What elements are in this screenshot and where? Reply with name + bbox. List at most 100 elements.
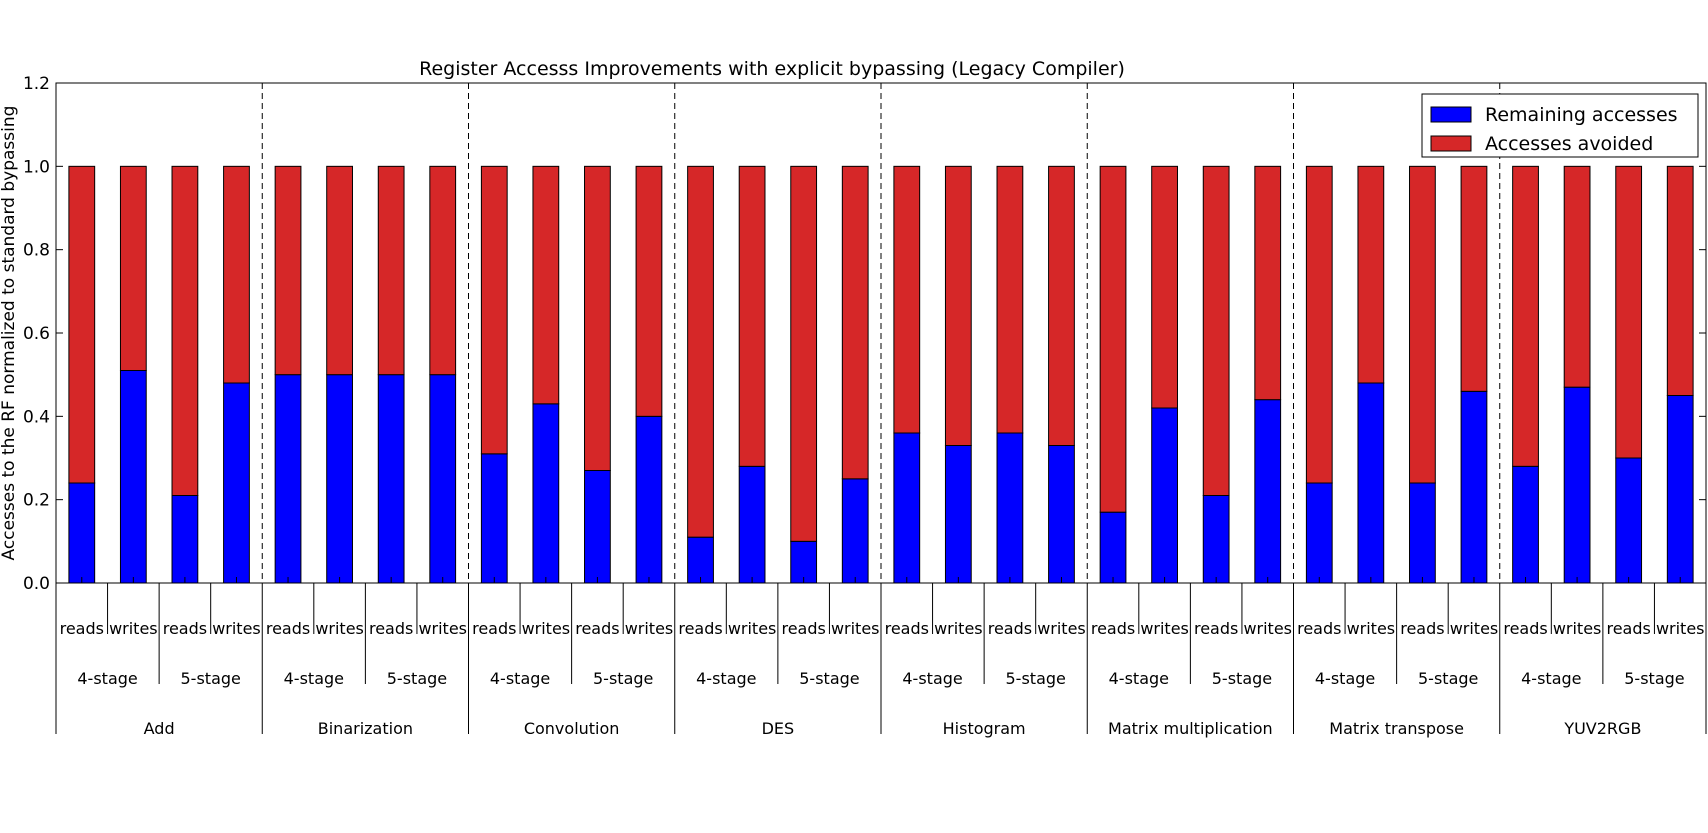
x-label-access-type: reads xyxy=(988,619,1032,638)
x-label-access-type: writes xyxy=(1656,619,1705,638)
bar-accesses-avoided xyxy=(841,165,869,480)
x-label-group: Binarization xyxy=(318,719,413,738)
bar-remaining-accesses xyxy=(326,374,353,584)
x-label-access-type: writes xyxy=(1347,619,1396,638)
x-label-group: Histogram xyxy=(943,719,1026,738)
x-label-group: DES xyxy=(762,719,795,738)
x-label-group: YUV2RGB xyxy=(1563,719,1641,738)
y-tick-label: 0.2 xyxy=(23,491,50,511)
x-label-access-type: writes xyxy=(1037,619,1086,638)
y-axis-label: Accesses to the RF normalized to standar… xyxy=(0,106,19,561)
legend: Remaining accesses Accesses avoided xyxy=(1421,93,1699,158)
bar-remaining-accesses xyxy=(1305,482,1333,584)
chart-title: Register Accesss Improvements with expli… xyxy=(419,58,1125,80)
x-label-stage: 4-stage xyxy=(1521,669,1581,688)
x-label-access-type: reads xyxy=(1400,619,1444,638)
y-tick-label: 0.8 xyxy=(23,241,50,261)
legend-label: Remaining accesses xyxy=(1485,104,1678,126)
bar-accesses-avoided xyxy=(1254,165,1282,401)
legend-swatch xyxy=(1430,106,1472,123)
x-label-access-type: writes xyxy=(109,619,158,638)
bar-remaining-accesses xyxy=(790,540,818,584)
x-label-access-type: reads xyxy=(1091,619,1135,638)
x-label-access-type: reads xyxy=(266,619,310,638)
x-label-stage: 5-stage xyxy=(1418,669,1478,688)
x-label-stage: 5-stage xyxy=(181,669,241,688)
bar-remaining-accesses xyxy=(1563,386,1591,584)
x-label-stage: 4-stage xyxy=(284,669,344,688)
y-tick-label: 0.4 xyxy=(23,407,50,427)
x-label-access-type: reads xyxy=(1297,619,1341,638)
bar-accesses-avoided xyxy=(532,165,560,405)
bar-accesses-avoided xyxy=(944,165,972,446)
x-label-access-type: writes xyxy=(1553,619,1602,638)
x-label-access-type: writes xyxy=(831,619,880,638)
bar-remaining-accesses xyxy=(1409,482,1436,584)
bar-remaining-accesses xyxy=(1099,511,1127,584)
x-label-group: Convolution xyxy=(524,719,620,738)
y-tick-label: 1.2 xyxy=(23,74,50,94)
bar-accesses-avoided xyxy=(326,165,353,376)
legend-swatch xyxy=(1430,135,1472,152)
x-label-access-type: reads xyxy=(781,619,825,638)
bar-accesses-avoided xyxy=(1305,165,1333,484)
x-label-stage: 5-stage xyxy=(1624,669,1684,688)
bar-accesses-avoided xyxy=(1512,165,1539,467)
x-label-stage: 5-stage xyxy=(1212,669,1272,688)
bar-accesses-avoided xyxy=(429,165,457,376)
bar-remaining-accesses xyxy=(1666,395,1694,584)
bar-remaining-accesses xyxy=(68,482,96,584)
x-label-group: Matrix transpose xyxy=(1329,719,1464,738)
bar-accesses-avoided xyxy=(687,165,714,538)
bar-remaining-accesses xyxy=(893,432,921,584)
x-label-stage: 4-stage xyxy=(490,669,550,688)
x-label-access-type: reads xyxy=(369,619,413,638)
x-label-access-type: writes xyxy=(1243,619,1292,638)
bar-accesses-avoided xyxy=(1666,165,1694,396)
bar-accesses-avoided xyxy=(893,165,921,434)
bar-accesses-avoided xyxy=(274,165,302,376)
bar-remaining-accesses xyxy=(996,432,1024,584)
bar-accesses-avoided xyxy=(790,165,818,542)
bar-accesses-avoided xyxy=(1357,165,1385,384)
x-label-stage: 4-stage xyxy=(1315,669,1375,688)
x-label-access-type: writes xyxy=(418,619,467,638)
x-label-stage: 4-stage xyxy=(77,669,137,688)
bar-remaining-accesses xyxy=(1254,399,1282,584)
x-label-access-type: writes xyxy=(1140,619,1189,638)
bar-remaining-accesses xyxy=(171,495,199,584)
bar-accesses-avoided xyxy=(377,165,405,376)
legend-label: Accesses avoided xyxy=(1485,133,1653,155)
bar-remaining-accesses xyxy=(584,470,611,584)
bar-accesses-avoided xyxy=(119,165,147,371)
bar-remaining-accesses xyxy=(944,445,972,584)
bar-accesses-avoided xyxy=(480,165,508,455)
bar-accesses-avoided xyxy=(171,165,199,496)
x-label-stage: 5-stage xyxy=(799,669,859,688)
bar-accesses-avoided xyxy=(738,165,766,467)
bar-remaining-accesses xyxy=(1048,445,1075,584)
bar-accesses-avoided xyxy=(68,165,96,484)
bar-remaining-accesses xyxy=(119,370,147,584)
bar-accesses-avoided xyxy=(996,165,1024,434)
bar-accesses-avoided xyxy=(1460,165,1488,392)
x-label-access-type: reads xyxy=(60,619,104,638)
bar-remaining-accesses xyxy=(1460,390,1488,584)
x-label-access-type: reads xyxy=(472,619,516,638)
x-label-access-type: reads xyxy=(885,619,929,638)
bar-remaining-accesses xyxy=(1512,465,1539,584)
x-label-stage: 5-stage xyxy=(593,669,653,688)
bar-remaining-accesses xyxy=(223,382,250,584)
bar-remaining-accesses xyxy=(1357,382,1385,584)
x-label-access-type: reads xyxy=(1606,619,1650,638)
x-label-access-type: reads xyxy=(163,619,207,638)
x-label-access-type: reads xyxy=(678,619,722,638)
bar-accesses-avoided xyxy=(1409,165,1436,484)
bar-accesses-avoided xyxy=(635,165,663,417)
bar-accesses-avoided xyxy=(223,165,250,384)
y-tick-label: 1.0 xyxy=(23,157,50,177)
bar-remaining-accesses xyxy=(841,478,869,584)
bar-remaining-accesses xyxy=(274,374,302,584)
x-label-stage: 5-stage xyxy=(387,669,447,688)
